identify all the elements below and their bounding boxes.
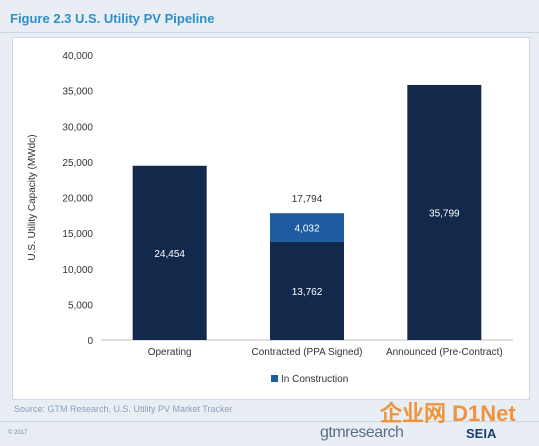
- y-tick-label: 15,000: [62, 229, 93, 240]
- chart-panel: 0 5,000 10,000 15,000 20,000 25,000 30,000 35,0…: [12, 37, 530, 400]
- y-tick-label: 40,000: [62, 51, 93, 62]
- y-tick-label: 35,000: [62, 87, 93, 98]
- bar-segment: [270, 241, 344, 340]
- bar-value-label: 24,454: [154, 249, 185, 260]
- watermark-logo: 企业网 D1Net: [380, 401, 516, 426]
- y-tick-label: 20,000: [62, 194, 93, 205]
- seia-logo: SEIA: [466, 426, 497, 441]
- y-tick-label: 0: [87, 336, 93, 347]
- source-note: Source: GTM Research, U.S. Utility PV Ma…: [14, 404, 233, 414]
- page-title: Figure 2.3 U.S. Utility PV Pipeline: [10, 11, 215, 26]
- y-tick-label: 25,000: [62, 158, 93, 169]
- x-tick-label: Contracted (PPA Signed): [252, 347, 363, 358]
- legend-label: In Construction: [281, 374, 348, 385]
- y-axis-label: U.S. Utility Capacity (MWdc): [27, 134, 38, 260]
- bar-total-label: 17,794: [292, 194, 323, 205]
- x-tick-label: Announced (Pre-Contract): [386, 347, 503, 358]
- y-tick-label: 10,000: [62, 265, 93, 276]
- bar-segment: [270, 213, 344, 242]
- bar-value-label: 4,032: [294, 224, 319, 235]
- x-tick-label: Operating: [148, 347, 192, 358]
- bar-segment: [407, 84, 482, 340]
- bar-segment: [132, 165, 207, 340]
- gtm-research-logo: gtmresearch: [320, 424, 404, 441]
- bar-value-label: 35,799: [429, 208, 460, 219]
- y-tick-label: 5,000: [68, 300, 93, 311]
- bar-chart: 0 5,000 10,000 15,000 20,000 25,000 30,000 35,0…: [27, 51, 513, 385]
- y-tick-label: 30,000: [62, 122, 93, 133]
- bar-value-label: 13,762: [292, 287, 323, 298]
- footer-divider: [0, 421, 539, 422]
- copyright: © 2017: [8, 430, 28, 436]
- title-divider: [0, 32, 539, 33]
- legend-swatch: [271, 375, 278, 382]
